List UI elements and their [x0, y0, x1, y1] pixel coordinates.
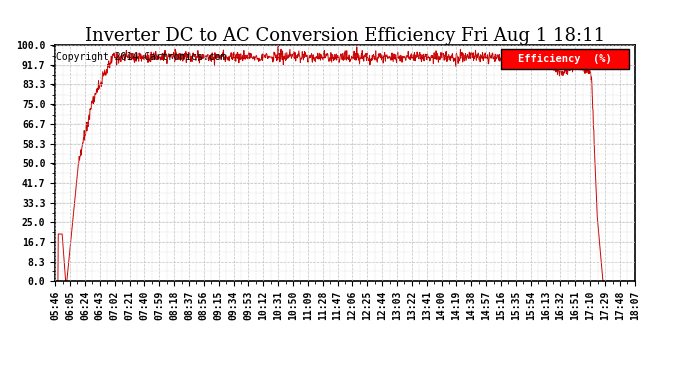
Text: Copyright 2014 Cartronics.com: Copyright 2014 Cartronics.com — [57, 52, 227, 62]
Text: Efficiency  (%): Efficiency (%) — [518, 54, 612, 64]
FancyBboxPatch shape — [502, 48, 629, 69]
Title: Inverter DC to AC Conversion Efficiency Fri Aug 1 18:11: Inverter DC to AC Conversion Efficiency … — [85, 27, 605, 45]
